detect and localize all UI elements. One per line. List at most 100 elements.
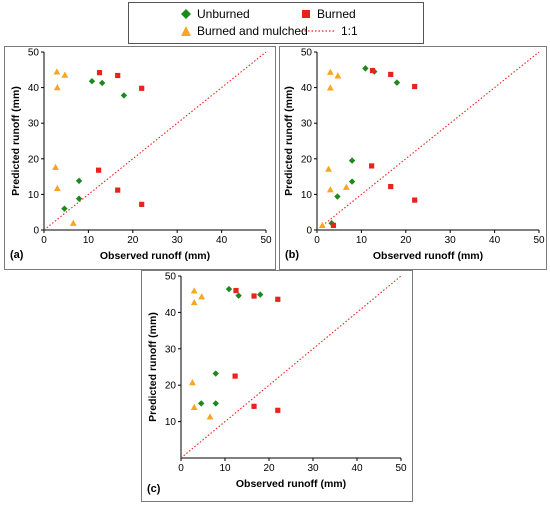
chart-legend: Unburned Burned Burned and mulched 1:1 [128, 2, 424, 44]
legend-label: Burned [317, 7, 356, 21]
y-axis-title: Predicted runoff (mm) [283, 86, 295, 196]
panel-label: (a) [10, 249, 24, 261]
legend-item-one-to-one: 1:1 [301, 24, 358, 38]
legend-item-unburned: Unburned [181, 7, 250, 21]
y-tick-label: 40 [28, 83, 40, 94]
point-burned [369, 163, 375, 169]
point-unburned [61, 205, 68, 212]
x-tick-label: 0 [178, 463, 184, 474]
legend-label: Burned and mulched [197, 24, 308, 38]
y-tick-label: 20 [28, 154, 40, 165]
point-burned-and-mulched [53, 184, 61, 191]
point-burned-and-mulched [189, 379, 196, 386]
point-burned [139, 201, 145, 207]
x-axis-title: Observed runoff (mm) [236, 478, 346, 490]
point-burned [275, 296, 281, 302]
legend-item-burned: Burned [301, 7, 356, 21]
panel-label: (b) [285, 249, 299, 261]
point-burned-and-mulched [342, 183, 350, 190]
point-burned-and-mulched [326, 84, 334, 91]
legend-label: Unburned [197, 7, 250, 21]
point-burned [96, 70, 103, 76]
point-burned [275, 407, 281, 413]
y-tick-label: 0 [306, 226, 312, 237]
y-tick-label: 10 [165, 417, 177, 428]
scatter-chart-a: 0 10 20 30 40 50 0 10 20 30 40 50 Observed runoff (m… [10, 48, 272, 263]
y-tick-label: 30 [301, 119, 313, 130]
dotted-line-icon [301, 30, 335, 32]
one-to-one-line [43, 51, 267, 231]
y-tick-label: 30 [28, 119, 40, 130]
point-burned [139, 85, 145, 91]
x-tick-label: 10 [219, 463, 231, 474]
legend-label: 1:1 [341, 24, 358, 38]
scatter-chart-c: 0 10 20 30 40 50 10 20 30 40 50 Observed runoff (mm… [147, 272, 407, 496]
x-tick-label: 0 [314, 235, 320, 246]
legend-item-burned-and-mulched: Burned and mulched [181, 24, 308, 38]
point-burned-and-mulched [190, 403, 198, 411]
point-burned [412, 197, 418, 203]
y-tick-label: 30 [165, 344, 177, 355]
y-tick-label: 40 [301, 83, 313, 94]
x-tick-label: 30 [172, 235, 184, 246]
diamond-marker-icon [181, 9, 191, 19]
y-tick-label: 50 [165, 272, 177, 283]
x-tick-label: 10 [356, 235, 368, 246]
x-axis-title: Observed runoff (mm) [100, 250, 210, 262]
point-burned-and-mulched [52, 163, 59, 170]
point-burned [251, 293, 257, 299]
x-tick-label: 10 [83, 235, 95, 246]
point-burned-and-mulched [334, 72, 342, 79]
x-tick-label: 40 [351, 463, 363, 474]
point-burned-and-mulched [198, 293, 206, 300]
point-unburned [120, 92, 128, 99]
point-burned [115, 72, 121, 79]
point-burned [412, 83, 418, 90]
y-axis-title: Predicted runoff (mm) [147, 312, 159, 422]
point-burned [369, 67, 376, 74]
x-tick-label: 40 [216, 235, 228, 246]
x-tick-label: 40 [489, 235, 501, 246]
point-burned [251, 403, 257, 409]
point-burned-and-mulched [53, 84, 61, 91]
triangle-marker-icon [181, 26, 191, 36]
one-to-one-line [316, 51, 540, 231]
point-burned-and-mulched [69, 219, 77, 226]
one-to-one-line [180, 275, 402, 459]
point-burned [330, 222, 337, 228]
y-tick-label: 20 [165, 381, 177, 392]
panel-frame-c [141, 270, 413, 502]
x-tick-label: 0 [41, 235, 47, 246]
x-tick-label: 30 [445, 235, 457, 246]
panel-label: (c) [147, 483, 161, 495]
y-tick-label: 10 [28, 190, 40, 201]
y-tick-label: 50 [301, 48, 313, 59]
point-unburned [334, 193, 341, 200]
y-tick-label: 0 [33, 226, 39, 237]
point-burned [388, 71, 394, 78]
point-burned-and-mulched [325, 165, 332, 172]
point-unburned [362, 65, 369, 72]
point-unburned [348, 178, 356, 185]
point-burned [233, 287, 239, 294]
x-tick-label: 50 [533, 235, 545, 246]
x-tick-label: 50 [395, 463, 407, 474]
square-marker-icon [302, 10, 310, 18]
point-burned-and-mulched [190, 287, 198, 294]
point-unburned [348, 157, 356, 164]
point-burned [232, 373, 238, 379]
point-unburned [225, 285, 233, 293]
point-burned-and-mulched [206, 413, 214, 420]
x-tick-label: 20 [400, 235, 412, 246]
point-unburned [235, 292, 242, 299]
point-unburned [257, 291, 264, 298]
point-burned [96, 167, 102, 173]
panel-frame-a [4, 46, 276, 270]
point-burned-and-mulched [190, 298, 198, 306]
point-unburned [198, 400, 205, 407]
point-burned-and-mulched [61, 71, 69, 78]
point-burned-and-mulched [318, 221, 326, 228]
y-tick-label: 40 [165, 308, 177, 319]
point-unburned [75, 195, 83, 202]
point-burned-and-mulched [53, 68, 61, 75]
